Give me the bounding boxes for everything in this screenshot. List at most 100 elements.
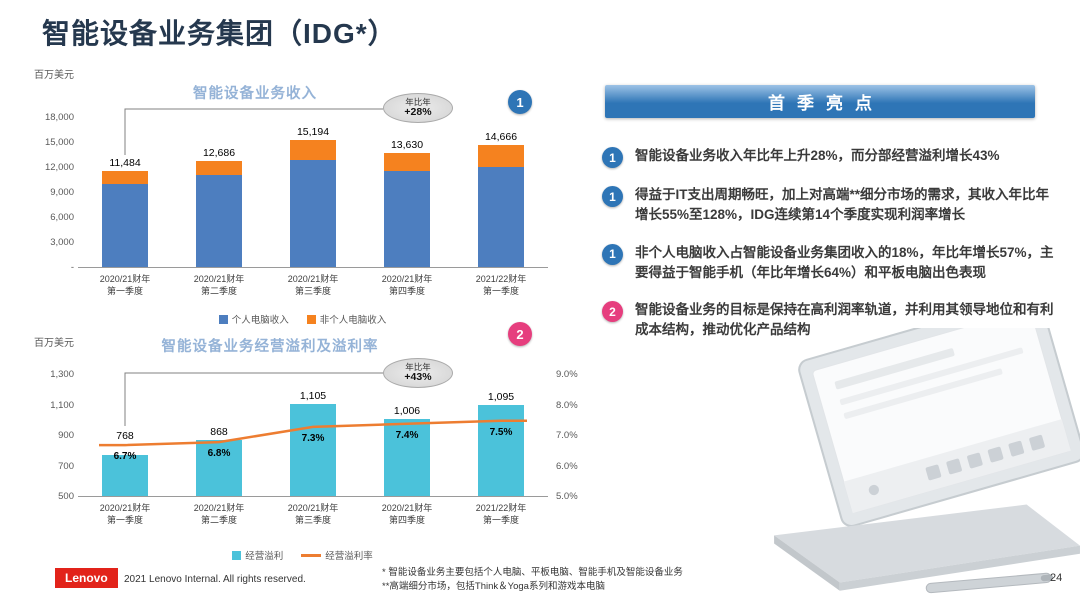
plot-area: 18,000 15,000 12,000 9,000 6,000 3,000 - 11,484… <box>45 112 548 296</box>
stylus-pen <box>925 572 1054 594</box>
page-title: 智能设备业务集团（IDG*） <box>42 18 397 49</box>
y-tick-label-right: 8.0% <box>556 399 578 411</box>
highlight-item: 2 智能设备业务的目标是保持在高利润率轨道，并利用其领导地位和有利成本结构，推动… <box>602 300 1054 341</box>
yoy-callout: 年比年 +43% <box>383 358 453 388</box>
margin-percent-label: 6.7% <box>113 451 137 463</box>
bar-value-label: 1,006 <box>393 404 421 417</box>
margin-percent-label: 7.3% <box>301 432 325 444</box>
legend-swatch-pc <box>218 314 228 324</box>
x-category-line: 2020/21财年 <box>287 274 339 284</box>
x-category-line: 2020/21财年 <box>193 503 245 513</box>
plot-area: 1,300 1,100 900 700 500 9.0% 8.0% 7.0% 6.0% 5.0% 7… <box>50 369 577 525</box>
bar-total-label: 11,484 <box>109 157 141 170</box>
x-category-line: 第四季度 <box>388 515 425 526</box>
x-category-label: 2021/22财年 第一季度 <box>454 273 548 297</box>
yoy-callout-label: 年比年 <box>405 362 431 373</box>
highlight-badge: 1 <box>602 147 623 168</box>
x-category-line: 2020/21财年 <box>381 274 433 284</box>
legend-label: 非个人电脑收入 <box>319 315 387 326</box>
bar-segment-non-pc-revenue <box>478 144 524 167</box>
x-category-line: 2021/22财年 <box>475 503 527 513</box>
legend-swatch-non-pc <box>306 314 316 324</box>
y-tick-label: 500 <box>58 491 74 502</box>
bar-segment-pc-revenue <box>384 170 430 267</box>
yoy-callout-value: +43% <box>404 370 432 383</box>
laptop-image <box>774 328 1080 594</box>
bar-segment-non-pc-revenue <box>102 171 148 184</box>
y-tick-label-right: 6.0% <box>556 460 578 472</box>
y-tick-label: 9,000 <box>50 187 74 198</box>
y-tick-label-right: 9.0% <box>556 369 578 380</box>
legend-item: 个人电脑收入 <box>218 312 289 326</box>
highlight-text: 得益于IT支出周期畅旺，加上对高端**细分市场的需求，其收入年比年增长55%至1… <box>635 187 1050 223</box>
yoy-callout-value: +28% <box>404 105 432 118</box>
footnotes: * 智能设备业务主要包括个人电脑、平板电脑、智能手机及智能设备业务 **高端细分… <box>382 566 683 595</box>
chart-title: 智能设备业务收入 <box>193 86 317 102</box>
bar-total-label: 14,666 <box>484 130 518 143</box>
x-category-label: 2020/21财年 第三季度 <box>266 502 360 526</box>
y-tick-label-right: 7.0% <box>556 430 578 441</box>
margin-line <box>99 419 527 447</box>
x-category-line: 2020/21财年 <box>287 503 339 513</box>
bar-total-label: 13,630 <box>390 139 424 152</box>
y-tick-label: 12,000 <box>44 162 74 173</box>
revenue-chart: 百万美元 智能设备业务收入 1 年比年 +28% 18,000 15,000 12,… <box>30 62 575 326</box>
y-tick-label: 15,000 <box>44 137 74 148</box>
highlight-badge: 2 <box>602 301 623 322</box>
lenovo-logo-text: Lenovo <box>65 571 108 585</box>
x-category-line: 第三季度 <box>294 515 331 526</box>
bar-segment-pc-revenue <box>478 167 524 267</box>
x-category-line: 2020/21财年 <box>99 503 151 513</box>
yoy-callout-label: 年比年 <box>405 97 431 108</box>
bar-total-label: 15,194 <box>296 126 330 139</box>
bar-segment-non-pc-revenue <box>196 161 242 175</box>
y-tick-label-right: 5.0% <box>556 491 578 502</box>
bar-value-label: 1,105 <box>299 389 327 402</box>
footnote-line: **高端细分市场，包括Think＆Yoga系列和游戏本电脑 <box>382 581 605 593</box>
highlights-header: 首季亮点 <box>605 85 1035 118</box>
laptop-screen <box>798 328 1080 527</box>
yoy-callout: 年比年 +28% <box>383 93 453 123</box>
bar-segment-pc-revenue <box>196 174 242 267</box>
x-category-line: 第四季度 <box>388 286 425 297</box>
legend-label: 经营溢利率 <box>325 551 373 562</box>
legend-swatch-profit <box>232 550 242 560</box>
chart-number-badge: 1 <box>508 90 532 114</box>
highlight-item: 1 非个人电脑收入占智能设备业务集团收入的18%，年比年增长57%，主要得益于智… <box>602 243 1054 284</box>
highlight-badge: 1 <box>602 243 623 265</box>
margin-percent-label: 7.5% <box>489 426 513 438</box>
x-category-line: 第一季度 <box>106 286 143 297</box>
y-tick-label: 900 <box>58 430 74 441</box>
bar-segment-non-pc-revenue <box>384 153 430 171</box>
x-category-label: 2020/21财年 第二季度 <box>172 502 266 526</box>
bar-operating-profit <box>196 439 242 496</box>
x-category-line: 2020/21财年 <box>99 274 151 284</box>
highlight-text: 非个人电脑收入占智能设备业务集团收入的18%，年比年增长57%，主要得益于智能手… <box>635 244 1054 280</box>
bar-operating-profit <box>384 418 430 496</box>
legend-line-swatch-margin <box>301 553 322 557</box>
laptop-base <box>774 504 1080 591</box>
bar-operating-profit <box>102 455 148 496</box>
legend-item: 经营溢利率 <box>301 548 373 562</box>
highlight-text: 智能设备业务收入年比年上升28%，而分部经营溢利增长43% <box>635 148 1000 163</box>
bar-segment-pc-revenue <box>102 183 148 267</box>
bar-value-label: 1,095 <box>487 391 515 404</box>
footnote-line: * 智能设备业务主要包括个人电脑、平板电脑、智能手机及智能设备业务 <box>382 567 683 578</box>
x-category-line: 第一季度 <box>106 515 143 526</box>
bar-value-label: 768 <box>116 430 134 443</box>
x-category-label: 2020/21财年 第一季度 <box>78 273 172 297</box>
x-category-label: 2021/22财年 第一季度 <box>454 502 548 526</box>
y-tick-label: 6,000 <box>50 212 74 223</box>
chart-legend: 个人电脑收入 非个人电脑收入 <box>30 312 575 326</box>
page-number: 24 <box>1050 572 1063 584</box>
y-tick-label: 700 <box>58 460 74 472</box>
y-tick-label: 1,100 <box>50 399 74 411</box>
x-category-line: 第一季度 <box>482 286 519 297</box>
margin-percent-label: 7.4% <box>395 429 419 441</box>
chart-legend: 经营溢利 经营溢利率 <box>30 548 575 562</box>
x-category-line: 2021/22财年 <box>475 274 527 284</box>
legend-label: 个人电脑收入 <box>231 315 289 326</box>
x-category-line: 第三季度 <box>294 286 331 297</box>
margin-percent-label: 6.8% <box>207 448 231 460</box>
